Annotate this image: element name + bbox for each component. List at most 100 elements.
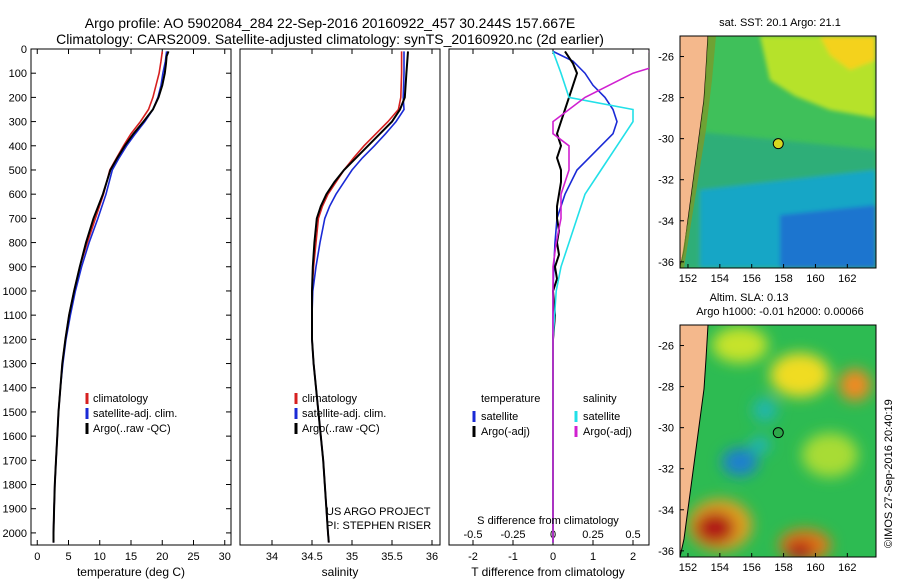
map-y-tick-label: -36: [658, 257, 674, 269]
temperature-legend: climatology satellite-adj. clim. Argo(..ra…: [85, 393, 177, 435]
legend-label: satellite-adj. clim.: [302, 408, 386, 420]
sla-map-title: Altim. SLA: 0.13: [710, 292, 789, 304]
depth-tick-label: 400: [9, 141, 27, 153]
depth-tick-label: 1900: [3, 504, 27, 516]
pi-annotation: PI: STEPHEN RISER: [326, 520, 431, 532]
map-x-tick-label: 158: [774, 273, 792, 285]
series-line-argo-adj-: [551, 50, 579, 543]
s-tick-label: -0.5: [464, 529, 483, 541]
legend-label: satellite: [481, 411, 518, 423]
map-x-tick-label: 162: [838, 273, 856, 285]
legend-label: climatology: [93, 393, 149, 405]
credit-stamp: ©IMOS 27-Sep-2016 20:40:19: [883, 399, 895, 548]
x-tick-label: 36: [426, 551, 438, 563]
depth-tick-label: 1600: [3, 431, 27, 443]
x-tick-label: 34: [266, 551, 278, 563]
sla-anomaly: [753, 398, 777, 422]
x-tick-label: 35: [346, 551, 358, 563]
legend-heading-salinity: salinity: [583, 393, 617, 405]
depth-tick-label: 500: [9, 165, 27, 177]
series-line-argo-raw-qc-: [311, 51, 409, 543]
sla-map-axes: 152 154 156 158 160 162 -26 -28 -30 -32 -34 -36: [658, 341, 856, 574]
series-line-argo-raw-qc-: [52, 51, 170, 543]
argo-location-marker: [772, 427, 784, 439]
depth-tick-label: 1000: [3, 286, 27, 298]
difference-panel: -2 -1 0 1 2-0.5 -0.25 0 0.25 0.5 temperature sali…: [448, 48, 650, 579]
sla-anomaly: [786, 541, 814, 557]
map-x-tick-label: 156: [743, 273, 761, 285]
legend-label: Argo(-adj): [481, 426, 530, 438]
sst-shelf-band: [680, 36, 716, 268]
salinity-legend: climatology satellite-adj. clim. Argo(..ra…: [294, 393, 386, 435]
map-y-tick-label: -28: [658, 382, 674, 394]
map-x-tick-label: 156: [743, 562, 761, 574]
depth-tick-label: 700: [9, 213, 27, 225]
legend-label: satellite-adj. clim.: [93, 408, 177, 420]
depth-tick-label: 600: [9, 189, 27, 201]
sst-argo-marker: [772, 138, 784, 150]
temperature-profiles: [52, 51, 170, 543]
temperature-panel: 0100200300400500600700800900100011001200…: [3, 44, 649, 579]
sla-map-subtitle: Argo h1000: -0.01 h2000: 0.00066: [696, 306, 864, 318]
argo-location-marker: [772, 138, 784, 150]
salinity-axes-frame: [239, 48, 441, 546]
map-x-tick-label: 162: [838, 562, 856, 574]
sst-map-field: [680, 36, 876, 268]
depth-tick-label: 1800: [3, 480, 27, 492]
sla-argo-marker: [772, 427, 784, 439]
s-tick-label: -0.25: [500, 529, 525, 541]
x-tick-label: 35.5: [381, 551, 402, 563]
x-tick-label: 10: [94, 551, 106, 563]
legend-label: Argo(..raw -QC): [93, 423, 171, 435]
legend-heading-temperature: temperature: [481, 393, 540, 405]
map-y-tick-label: -30: [658, 134, 674, 146]
x-tick-label: 5: [65, 551, 71, 563]
difference-axes-frame: [448, 48, 650, 546]
x-tick-label: 34.5: [301, 551, 322, 563]
depth-tick-label: 900: [9, 262, 27, 274]
project-annotation: US ARGO PROJECT: [326, 506, 431, 518]
figure-title-line2: Climatology: CARS2009. Satellite-adjuste…: [56, 31, 604, 47]
x-tick-label: 20: [156, 551, 168, 563]
map-x-tick-label: 158: [774, 562, 792, 574]
sla-anomaly: [722, 448, 758, 476]
depth-tick-label: 1700: [3, 455, 27, 467]
depth-tick-label: 2000: [3, 528, 27, 540]
map-x-tick-label: 154: [711, 562, 729, 574]
salinity-x-label: salinity: [322, 565, 359, 579]
sla-map-frame: [679, 324, 877, 558]
sst-map-axes: 152 154 156 158 160 162 -26 -28 -30 -32 -34 -36: [658, 52, 856, 285]
x-tick-label: 1: [590, 551, 596, 563]
map-y-tick-label: -26: [658, 341, 674, 353]
depth-tick-label: 1500: [3, 407, 27, 419]
x-tick-label: -1: [508, 551, 518, 563]
sla-anomaly: [802, 433, 858, 477]
x-tick-label: 25: [187, 551, 199, 563]
depth-tick-label: 1300: [3, 359, 27, 371]
sst-hot-patch: [820, 36, 876, 70]
sla-anomaly: [770, 353, 830, 397]
difference-legend: temperature salinity satellite Argo(-adj) sa…: [472, 393, 632, 438]
salinity-profiles: [311, 51, 409, 543]
sst-color-field: [680, 36, 876, 268]
figure-title-line1: Argo profile: AO 5902084_284 22-Sep-2016…: [84, 15, 576, 31]
map-x-tick-label: 154: [711, 273, 729, 285]
depth-tick-label: 800: [9, 238, 27, 250]
x-tick-label: 15: [125, 551, 137, 563]
depth-tick-label: 0: [21, 44, 27, 56]
map-y-tick-label: -36: [658, 546, 674, 558]
depth-tick-label: 1400: [3, 383, 27, 395]
series-line-argo-adj-: [552, 51, 649, 543]
t-difference-x-label: T difference from climatology: [471, 565, 625, 579]
sla-land-australia: [680, 325, 709, 557]
map-y-tick-label: -34: [658, 216, 674, 228]
map-y-tick-label: -26: [658, 52, 674, 64]
salinity-panel: 34 34.5 35 35.5 36 climatology satellite-adj.…: [239, 48, 441, 579]
salinity-x-axis: 34 34.5 35 35.5 36: [266, 49, 438, 563]
legend-label: Argo(..raw -QC): [302, 423, 380, 435]
map-x-tick-label: 152: [679, 562, 697, 574]
map-x-tick-label: 160: [806, 562, 824, 574]
sst-cold-patch: [780, 205, 876, 268]
depth-tick-label: 200: [9, 92, 27, 104]
